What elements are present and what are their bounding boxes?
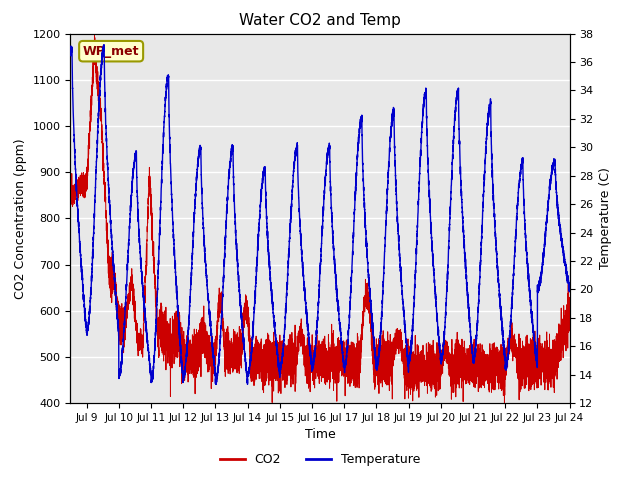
Legend: CO2, Temperature: CO2, Temperature bbox=[214, 448, 426, 471]
Title: Water CO2 and Temp: Water CO2 and Temp bbox=[239, 13, 401, 28]
Y-axis label: CO2 Concentration (ppm): CO2 Concentration (ppm) bbox=[14, 138, 27, 299]
Y-axis label: Temperature (C): Temperature (C) bbox=[599, 168, 612, 269]
Text: WP_met: WP_met bbox=[83, 45, 140, 58]
X-axis label: Time: Time bbox=[305, 429, 335, 442]
